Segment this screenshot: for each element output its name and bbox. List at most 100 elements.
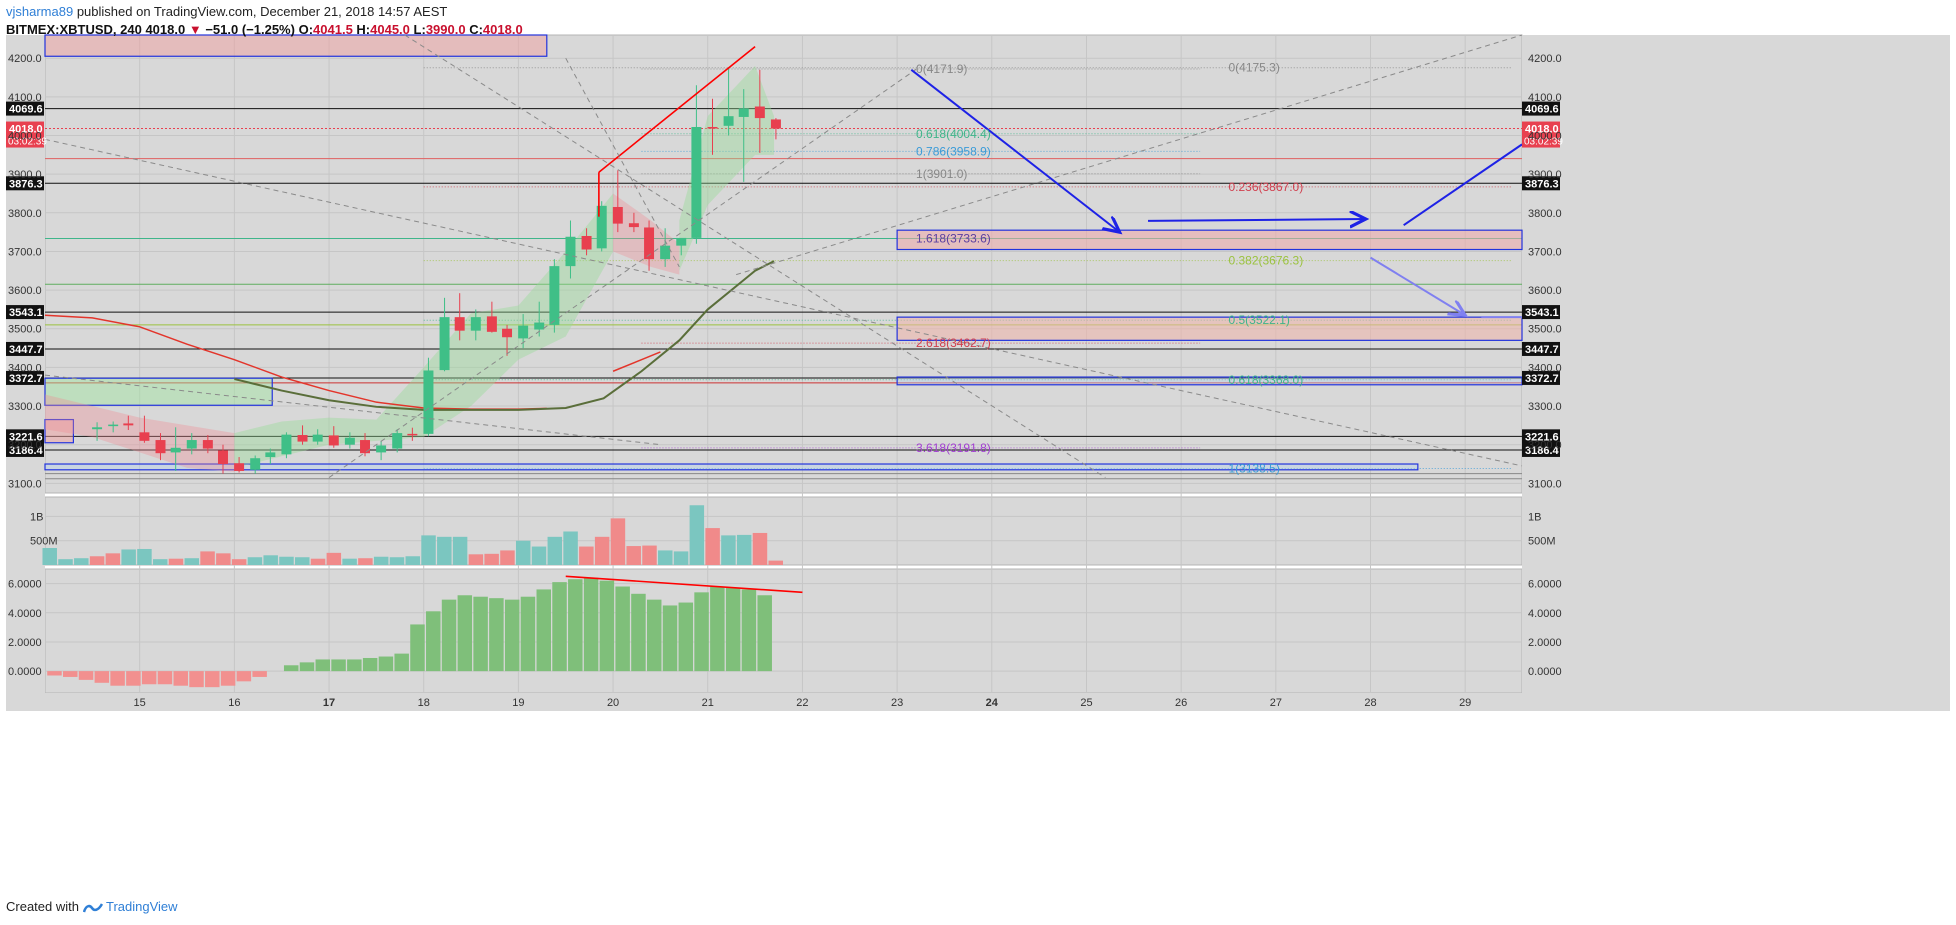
fib-label: 1(3901.0) xyxy=(916,167,967,181)
candle-body xyxy=(297,435,308,442)
price-tag-left-text: 3876.3 xyxy=(9,178,43,190)
symbol-legend: BITMEX:XBTUSD, 240 4018.0 ▼ −51.0 (−1.25… xyxy=(6,21,523,39)
volume-bar xyxy=(768,560,783,565)
bar-countdown-left: 03:02:39 xyxy=(8,137,47,148)
projection-arrow xyxy=(910,68,1119,232)
x-tick-label: 26 xyxy=(1175,697,1187,709)
fib-label: 0.786(3958.9) xyxy=(916,144,991,158)
volume-bar xyxy=(405,556,420,565)
y-tick-label-left: 3400.0 xyxy=(8,362,42,374)
fib-label: 1.618(3733.6) xyxy=(916,231,991,245)
fib-label: 0.382(3676.3) xyxy=(1228,254,1303,268)
y-tick-label-left: 3700.0 xyxy=(8,246,42,258)
volume-bar xyxy=(231,559,247,565)
oscillator-bar xyxy=(489,598,504,672)
candle-body xyxy=(344,437,355,445)
price-tag-left xyxy=(6,305,44,320)
y-tick-label-left: 4200.0 xyxy=(8,53,42,65)
zone-box xyxy=(896,376,1523,386)
candle-body xyxy=(470,317,481,331)
y-tick-label-left: 3900.0 xyxy=(8,169,42,181)
volume-bar xyxy=(279,556,294,565)
price-tag-right xyxy=(1522,305,1560,320)
oscillator-bar xyxy=(615,586,630,672)
dashed-fib-diagonal xyxy=(328,68,917,478)
candle-body xyxy=(328,435,339,446)
zone-box xyxy=(44,463,1419,471)
oscillator-bar xyxy=(299,662,315,672)
candle-body xyxy=(612,206,623,224)
price-tag-right-text: 3543.1 xyxy=(1525,307,1559,319)
oscillator-bar xyxy=(315,659,331,672)
fib-label: 3.618(3191.8) xyxy=(916,441,991,455)
oscillator-tick-label-left: 4.0000 xyxy=(8,608,42,620)
volume-bar xyxy=(484,553,499,565)
volume-bar xyxy=(58,559,73,565)
oscillator-bar xyxy=(126,671,141,686)
oscillator-tick-label-left: 2.0000 xyxy=(8,637,42,649)
candle-body xyxy=(770,119,781,129)
author-name[interactable]: vjsharma89 xyxy=(6,4,74,19)
price-tag-right-text: 4018.0 xyxy=(1525,124,1559,136)
moving-average-green xyxy=(234,260,775,411)
candle-body xyxy=(407,433,418,436)
candle-body xyxy=(596,205,607,249)
symbol-name[interactable]: BITMEX:XBTUSD, 240 xyxy=(6,22,142,37)
price-tag-right-text: 3447.7 xyxy=(1525,344,1559,356)
candle-body xyxy=(202,440,213,449)
x-tick-label: 21 xyxy=(702,697,714,709)
oscillator-tick-label: 0.0000 xyxy=(1528,666,1562,678)
volume-bar xyxy=(168,558,184,565)
y-tick-label-right: 3700.0 xyxy=(1528,246,1562,258)
volume-bar xyxy=(594,536,610,565)
oscillator-tick-label: 2.0000 xyxy=(1528,637,1562,649)
fib-label: 2.618(3462.7) xyxy=(916,336,991,350)
candle-body xyxy=(723,116,734,126)
oscillator-bar xyxy=(220,671,236,686)
candle-body xyxy=(218,450,228,465)
price-tag-left xyxy=(6,370,44,385)
x-tick-label: 23 xyxy=(891,697,903,709)
candle-body xyxy=(376,445,387,453)
volume-bar xyxy=(531,546,547,565)
price-tag-right xyxy=(1522,176,1560,191)
oscillator-divergence-line xyxy=(565,575,803,594)
candle-body xyxy=(565,236,576,267)
price-tag-left xyxy=(6,121,44,148)
candle-body xyxy=(250,458,261,470)
last-price: 4018.0 xyxy=(145,22,186,37)
volume-bar xyxy=(547,536,563,565)
candle-body xyxy=(360,440,371,454)
candle-body xyxy=(486,316,497,332)
volume-bar xyxy=(74,558,89,565)
volume-bar xyxy=(736,534,752,565)
volume-pane xyxy=(44,496,1523,566)
oscillator-bar xyxy=(441,599,457,672)
price-tag-left xyxy=(6,442,44,457)
x-tick-label: 16 xyxy=(228,697,240,709)
y-tick-label-right: 3200.0 xyxy=(1528,440,1562,452)
candle-body xyxy=(502,328,513,338)
candle-body xyxy=(265,452,276,458)
price-tag-left xyxy=(6,101,44,116)
price-tag-right xyxy=(1522,429,1560,444)
oscillator-bar xyxy=(236,671,252,682)
volume-bar xyxy=(563,531,578,565)
fib-label: 0.236(3867.0) xyxy=(1228,180,1303,194)
candle-body xyxy=(534,322,545,330)
volume-bar xyxy=(673,551,689,565)
oscillator-bar xyxy=(631,593,646,672)
volume-bar xyxy=(468,554,484,565)
y-tick-label-left: 3200.0 xyxy=(8,440,42,452)
volume-bar xyxy=(342,558,357,565)
ribbon-band xyxy=(679,65,775,271)
price-tag-right xyxy=(1522,442,1560,457)
price-tag-left-text: 4069.6 xyxy=(9,104,43,116)
tradingview-link[interactable]: TradingView xyxy=(106,899,178,914)
volume-bar xyxy=(105,553,121,565)
candle-body xyxy=(234,463,245,471)
candle-body xyxy=(518,325,529,339)
oscillator-bar xyxy=(47,671,62,676)
candle-body xyxy=(170,447,181,453)
